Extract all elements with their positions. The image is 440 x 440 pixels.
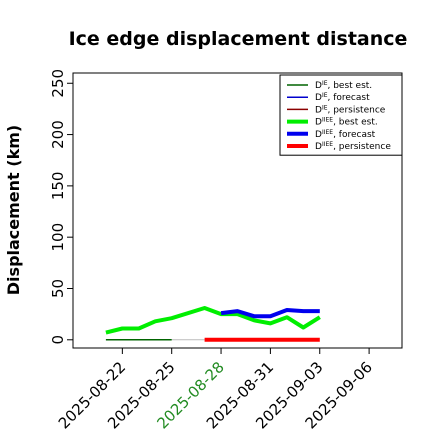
series-line-4 bbox=[220, 308, 320, 319]
chart-title: Ice edge displacement distance bbox=[69, 28, 408, 50]
y-tick-label: 100 bbox=[49, 223, 67, 252]
plot-frame bbox=[72, 72, 403, 349]
legend-entry: DIIEE, persistence bbox=[315, 141, 391, 152]
series-line-3 bbox=[105, 306, 321, 335]
legend-entry: DIE, persistence bbox=[315, 104, 386, 115]
y-tick-label: 250 bbox=[49, 69, 67, 98]
legend-entry: DIIEE, forecast bbox=[315, 129, 376, 140]
series-layer bbox=[105, 306, 321, 342]
y-tick-label: 150 bbox=[49, 172, 67, 201]
legend-entry: DIE, best est. bbox=[315, 80, 372, 91]
y-tick-label: 200 bbox=[49, 120, 67, 149]
y-tick-label: 0 bbox=[49, 335, 67, 345]
legend-entry: DIIEE, best est. bbox=[315, 117, 378, 128]
y-tick-label: 50 bbox=[49, 279, 67, 298]
legend-entry: DIE, forecast bbox=[315, 92, 370, 103]
legend-box bbox=[279, 74, 403, 156]
y-axis-label: Displacement (km) bbox=[4, 125, 23, 295]
